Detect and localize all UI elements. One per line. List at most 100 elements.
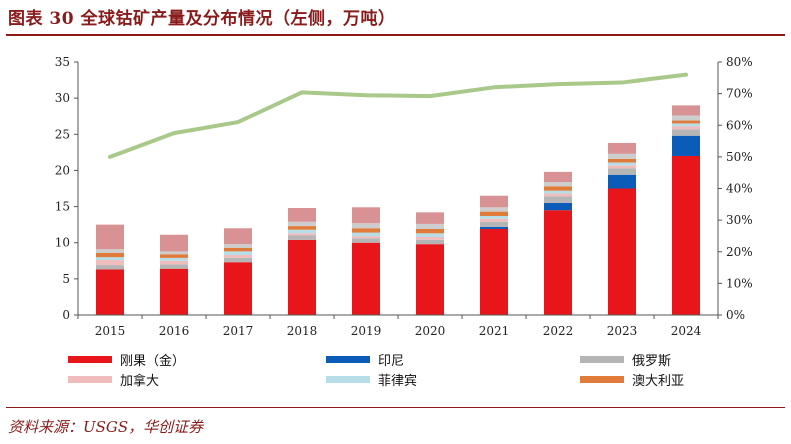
bar-2022-series-7 [544,171,572,182]
bar-2021-series-3 [480,218,508,222]
bar-2024-series-6 [672,115,700,121]
y-tick-label-20: 20 [55,163,70,177]
legend-item-3: 加拿大 [68,370,159,389]
bar-2023-series-4 [608,162,636,166]
legend-label-1: 印尼 [378,354,405,369]
bar-2017-series-4 [224,251,252,256]
bar-2023-series-0 [608,188,636,315]
legend-swatch-4 [326,376,370,383]
bar-2021-series-5 [480,211,508,216]
bar-2019-series-6 [352,223,380,229]
y-tick-label-35: 35 [55,55,70,69]
x-tick-label-2019: 2019 [351,324,382,338]
y2-tick-label-20%: 20% [726,245,753,259]
bar-2022-series-2 [544,196,572,203]
bar-2019-series-7 [352,207,380,224]
x-tick-label-2022: 2022 [543,324,574,338]
bar-2023-series-3 [608,165,636,169]
y-tick-label-5: 5 [62,272,70,286]
legend-item-4: 菲律宾 [326,370,417,389]
bar-2020-series-3 [416,236,444,240]
y-tick-label-0: 0 [62,308,70,322]
legend-item-0: 刚果（金） [68,350,185,369]
bar-2019-series-4 [352,232,380,237]
bar-2021-series-1 [480,226,508,229]
legend-label-0: 刚果（金） [120,354,186,369]
bar-2022-series-6 [544,181,572,187]
bar-2016-series-7 [160,234,188,252]
bar-2020-series-5 [416,228,444,234]
bar-2020-series-4 [416,233,444,237]
bar-2020-series-7 [416,212,444,224]
legend-swatch-2 [580,356,624,363]
bar-2016-series-0 [160,268,188,315]
bar-2015-series-5 [96,252,124,258]
legend-label-5: 澳大利亚 [632,374,685,389]
bar-2023-series-6 [608,153,636,159]
bar-2019-series-3 [352,236,380,239]
bar-2015-series-0 [96,269,124,315]
bar-2023-series-5 [608,158,636,163]
bar-2021-series-4 [480,215,508,219]
bar-2023-series-2 [608,168,636,175]
legend-swatch-1 [326,356,370,363]
legend-item-2: 俄罗斯 [580,350,671,369]
legend-label-2: 俄罗斯 [632,354,672,369]
y-tick-label-25: 25 [55,127,70,141]
y2-tick-label-50%: 50% [726,150,753,164]
legend-swatch-0 [68,356,112,363]
bar-2020-series-6 [416,223,444,229]
chart-legend: 刚果（金） 印尼 俄罗斯加拿大 菲律宾 澳大利亚 [68,350,768,390]
bar-2017-series-2 [224,257,252,263]
bar-2018-series-4 [288,229,316,234]
legend-swatch-5 [580,376,624,383]
bar-2022-series-1 [544,202,572,211]
bar-2021-series-6 [480,207,508,212]
bar-2017-series-6 [224,244,252,248]
y2-tick-label-30%: 30% [726,213,753,227]
y2-tick-label-40%: 40% [726,182,753,196]
x-tick-label-2017: 2017 [223,324,254,338]
bar-2017-series-0 [224,262,252,315]
bar-2022-series-4 [544,190,572,194]
bar-2018-series-7 [288,208,316,222]
bar-2017-series-7 [224,228,252,245]
bar-2018-series-5 [288,226,316,230]
bar-2018-series-6 [288,221,316,227]
legend-item-1: 印尼 [326,350,404,369]
bar-2022-series-5 [544,186,572,191]
y2-tick-label-80%: 80% [726,55,753,69]
bar-2015-series-6 [96,249,124,253]
y-tick-label-30: 30 [55,91,70,105]
bar-2018-series-2 [288,235,316,240]
y-tick-label-10: 10 [55,236,70,250]
bar-2022-series-0 [544,210,572,315]
source-note: 资料来源：USGS，华创证券 [8,418,204,436]
bar-2016-series-3 [160,260,188,265]
bar-2021-series-0 [480,228,508,315]
y2-tick-label-70%: 70% [726,87,753,101]
share-line [108,72,688,159]
bar-2019-series-0 [352,242,380,315]
x-tick-label-2020: 2020 [415,324,446,338]
bar-2024-series-2 [672,129,700,136]
y2-tick-label-10%: 10% [726,276,753,290]
axes-layer: 0 5 10 15 20 25 30 35 0% 10% 20% 30% 40% 50% 60% 70% 80%… [55,55,753,338]
legend-label-3: 加拿大 [120,374,160,389]
bar-2024-series-4 [672,123,700,127]
legend-item-5: 澳大利亚 [580,370,684,389]
x-tick-label-2018: 2018 [287,324,318,338]
bar-2019-series-5 [352,228,380,233]
legend-swatch-3 [68,376,112,383]
bar-2015-series-7 [96,224,124,250]
chart-title: 图表 30 全球钴矿产量及分布情况（左侧，万吨） [8,9,396,29]
bar-2015-series-3 [96,260,124,266]
bar-2016-series-6 [160,251,188,255]
bar-2023-series-1 [608,174,636,189]
bar-2020-series-0 [416,244,444,315]
bar-2019-series-2 [352,238,380,243]
bar-2022-series-3 [544,193,572,197]
x-tick-label-2015: 2015 [95,324,126,338]
bar-2024-series-5 [672,120,700,124]
